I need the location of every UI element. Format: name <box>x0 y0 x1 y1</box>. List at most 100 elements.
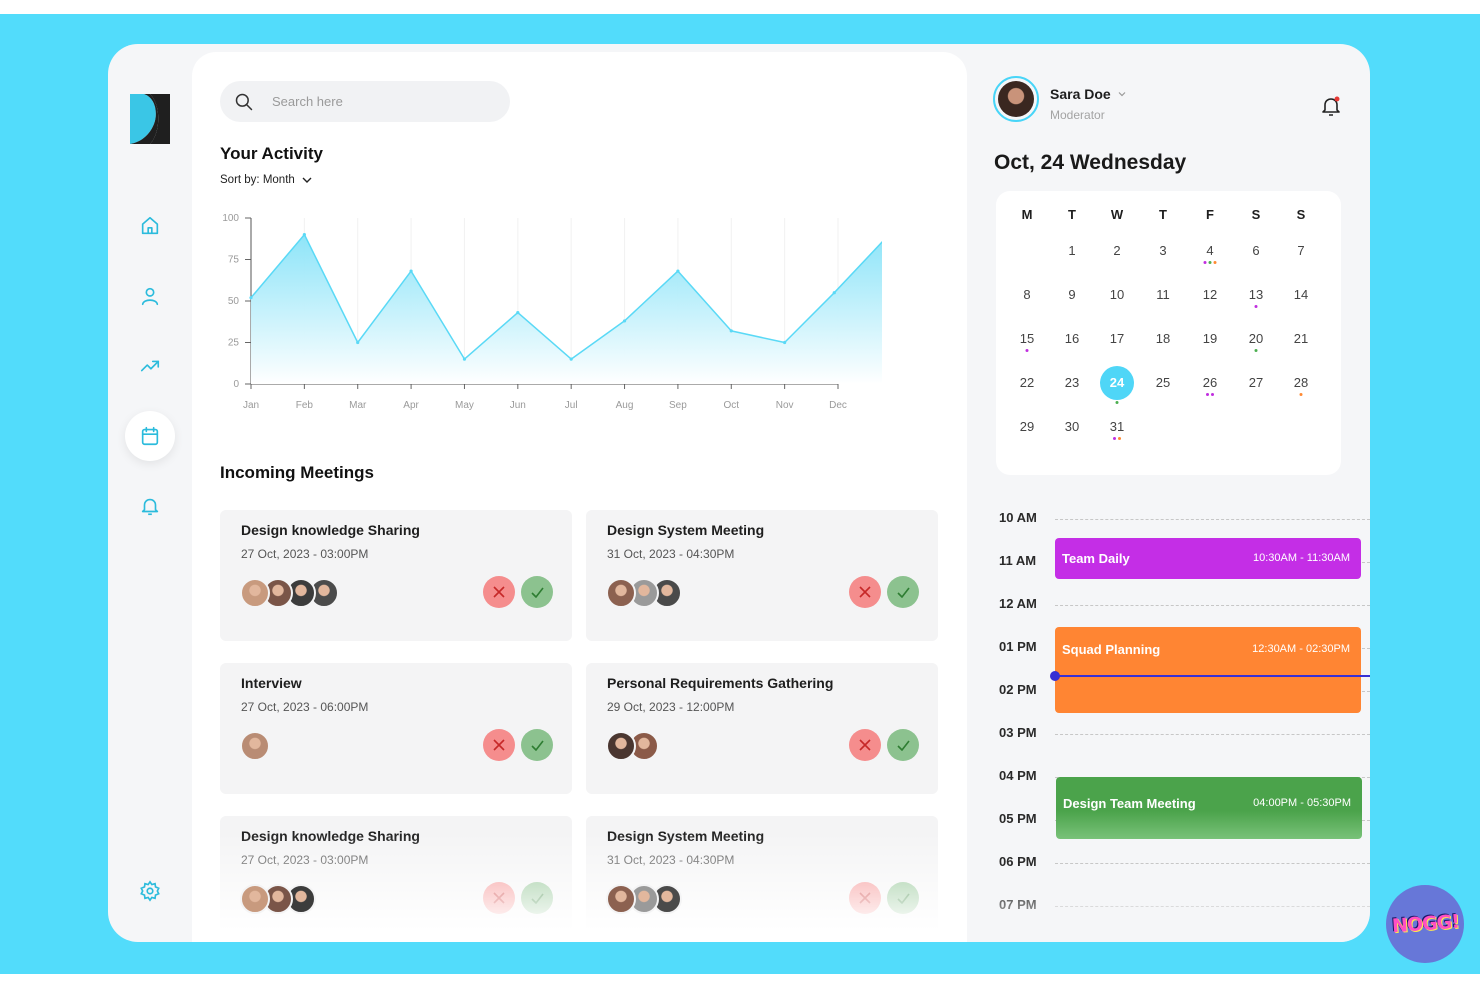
calendar-day[interactable]: 31 <box>1109 419 1125 434</box>
calendar-day[interactable]: 8 <box>1023 287 1031 302</box>
calendar-day[interactable]: 11 <box>1156 287 1170 302</box>
calendar-day[interactable]: 28 <box>1293 375 1309 390</box>
meeting-card[interactable]: Design knowledge Sharing 27 Oct, 2023 - 0… <box>220 510 572 641</box>
calendar-day[interactable]: 16 <box>1064 331 1080 346</box>
hour-label: 03 PM <box>999 725 1037 740</box>
gear-icon <box>140 880 160 902</box>
user-menu[interactable]: Sara Doe <box>1050 86 1127 102</box>
calendar-day[interactable]: 22 <box>1019 375 1035 390</box>
sort-dropdown[interactable]: Sort by: Month <box>220 174 313 186</box>
meeting-card[interactable]: Design knowledge Sharing 27 Oct, 2023 - 0… <box>220 816 572 942</box>
calendar-day[interactable]: 12 <box>1202 287 1218 302</box>
meeting-title: Design System Meeting <box>607 828 765 844</box>
calendar-day[interactable]: 25 <box>1155 375 1171 390</box>
user-icon <box>141 287 159 306</box>
nav-notifications[interactable] <box>125 481 175 531</box>
calendar-day[interactable]: 7 <box>1297 243 1305 258</box>
attendee-avatar <box>606 884 636 914</box>
calendar-day-today[interactable]: 24 <box>1109 375 1125 390</box>
x-tick-label: Nov <box>776 400 794 411</box>
nav-home[interactable] <box>125 201 175 251</box>
x-tick-label: Mar <box>349 400 367 411</box>
meeting-card[interactable]: Interview 27 Oct, 2023 - 06:00PM <box>220 663 572 794</box>
sidebar <box>108 44 192 942</box>
x-tick-label: Aug <box>616 400 634 411</box>
nav-settings[interactable] <box>125 866 175 916</box>
calendar-day[interactable]: 14 <box>1293 287 1309 302</box>
event-dot <box>1299 393 1303 396</box>
calendar-day[interactable]: 17 <box>1109 331 1125 346</box>
calendar-day[interactable]: 27 <box>1248 375 1264 390</box>
accept-meeting-button[interactable] <box>521 576 553 608</box>
bell-icon <box>141 498 159 516</box>
accept-meeting-button[interactable] <box>887 576 919 608</box>
meeting-card[interactable]: Personal Requirements Gathering 29 Oct, 2… <box>586 663 938 794</box>
calendar-day[interactable]: 1 <box>1068 243 1076 258</box>
calendar-day[interactable]: 30 <box>1064 419 1080 434</box>
event-dot <box>1213 261 1217 264</box>
event-dot <box>1115 401 1119 404</box>
decline-meeting-button[interactable] <box>483 576 515 608</box>
decline-meeting-button[interactable] <box>483 729 515 761</box>
accept-meeting-button[interactable] <box>887 882 919 914</box>
hour-label: 11 AM <box>999 553 1037 568</box>
data-point[interactable] <box>249 296 253 300</box>
nav-analytics[interactable] <box>125 341 175 391</box>
calendar-day[interactable]: 6 <box>1252 243 1260 258</box>
calendar-day[interactable]: 13 <box>1248 287 1264 302</box>
calendar-day[interactable]: 9 <box>1068 287 1076 302</box>
data-point[interactable] <box>516 311 520 315</box>
data-point[interactable] <box>356 340 360 345</box>
calendar-day[interactable]: 29 <box>1019 419 1035 434</box>
meeting-card[interactable]: Design System Meeting 31 Oct, 2023 - 04:3… <box>586 816 938 942</box>
meeting-datetime: 31 Oct, 2023 - 04:30PM <box>607 853 735 867</box>
calendar-day[interactable]: 18 <box>1155 331 1171 346</box>
event-time: 04:00PM - 05:30PM <box>1253 797 1351 809</box>
current-time-dot <box>1050 671 1060 681</box>
hour-gridline <box>1055 734 1370 735</box>
calendar-day[interactable]: 21 <box>1293 331 1309 346</box>
data-point[interactable] <box>729 329 733 333</box>
data-point[interactable] <box>622 319 627 323</box>
timeline-event[interactable]: Team Daily 10:30AM - 11:30AM <box>1055 538 1361 579</box>
notification-bell-icon[interactable] <box>1319 94 1343 118</box>
timeline-event[interactable]: Design Team Meeting 04:00PM - 05:30PM <box>1056 777 1362 839</box>
calendar-day[interactable]: 10 <box>1109 287 1125 302</box>
calendar-day[interactable]: 19 <box>1202 331 1218 346</box>
search-bar[interactable] <box>220 81 510 122</box>
badge-text: NOGG! <box>1390 910 1460 938</box>
calendar-day[interactable]: 20 <box>1248 331 1264 346</box>
weekday-header: T <box>1159 207 1167 222</box>
accept-meeting-button[interactable] <box>521 882 553 914</box>
calendar-day[interactable]: 4 <box>1206 243 1214 258</box>
user-avatar[interactable] <box>993 76 1039 122</box>
data-point[interactable] <box>676 269 680 273</box>
data-point[interactable] <box>832 291 836 295</box>
calendar-day[interactable]: 2 <box>1113 243 1121 258</box>
decline-meeting-button[interactable] <box>849 576 881 608</box>
nav-profile[interactable] <box>125 271 175 321</box>
activity-title: Your Activity <box>220 144 323 163</box>
data-point[interactable] <box>569 357 573 361</box>
data-point[interactable] <box>302 233 306 237</box>
calendar-day[interactable]: 15 <box>1019 331 1035 346</box>
decline-meeting-button[interactable] <box>483 882 515 914</box>
calendar-day[interactable]: 23 <box>1064 375 1080 390</box>
meeting-datetime: 29 Oct, 2023 - 12:00PM <box>607 700 735 714</box>
calendar-day[interactable]: 26 <box>1202 375 1218 390</box>
calendar-day[interactable]: 3 <box>1159 243 1167 258</box>
trending-up-icon <box>140 360 160 372</box>
data-point[interactable] <box>783 340 787 345</box>
meeting-card[interactable]: Design System Meeting 31 Oct, 2023 - 04:3… <box>586 510 938 641</box>
nav-calendar[interactable] <box>125 411 175 461</box>
current-time-line <box>1055 675 1370 677</box>
timeline-event[interactable]: Squad Planning 12:30AM - 02:30PM <box>1055 627 1361 713</box>
data-point[interactable] <box>462 357 467 361</box>
data-point[interactable] <box>409 269 413 273</box>
decline-meeting-button[interactable] <box>849 882 881 914</box>
decline-meeting-button[interactable] <box>849 729 881 761</box>
search-input[interactable] <box>272 94 472 109</box>
brand-logo <box>130 94 170 144</box>
accept-meeting-button[interactable] <box>887 729 919 761</box>
accept-meeting-button[interactable] <box>521 729 553 761</box>
